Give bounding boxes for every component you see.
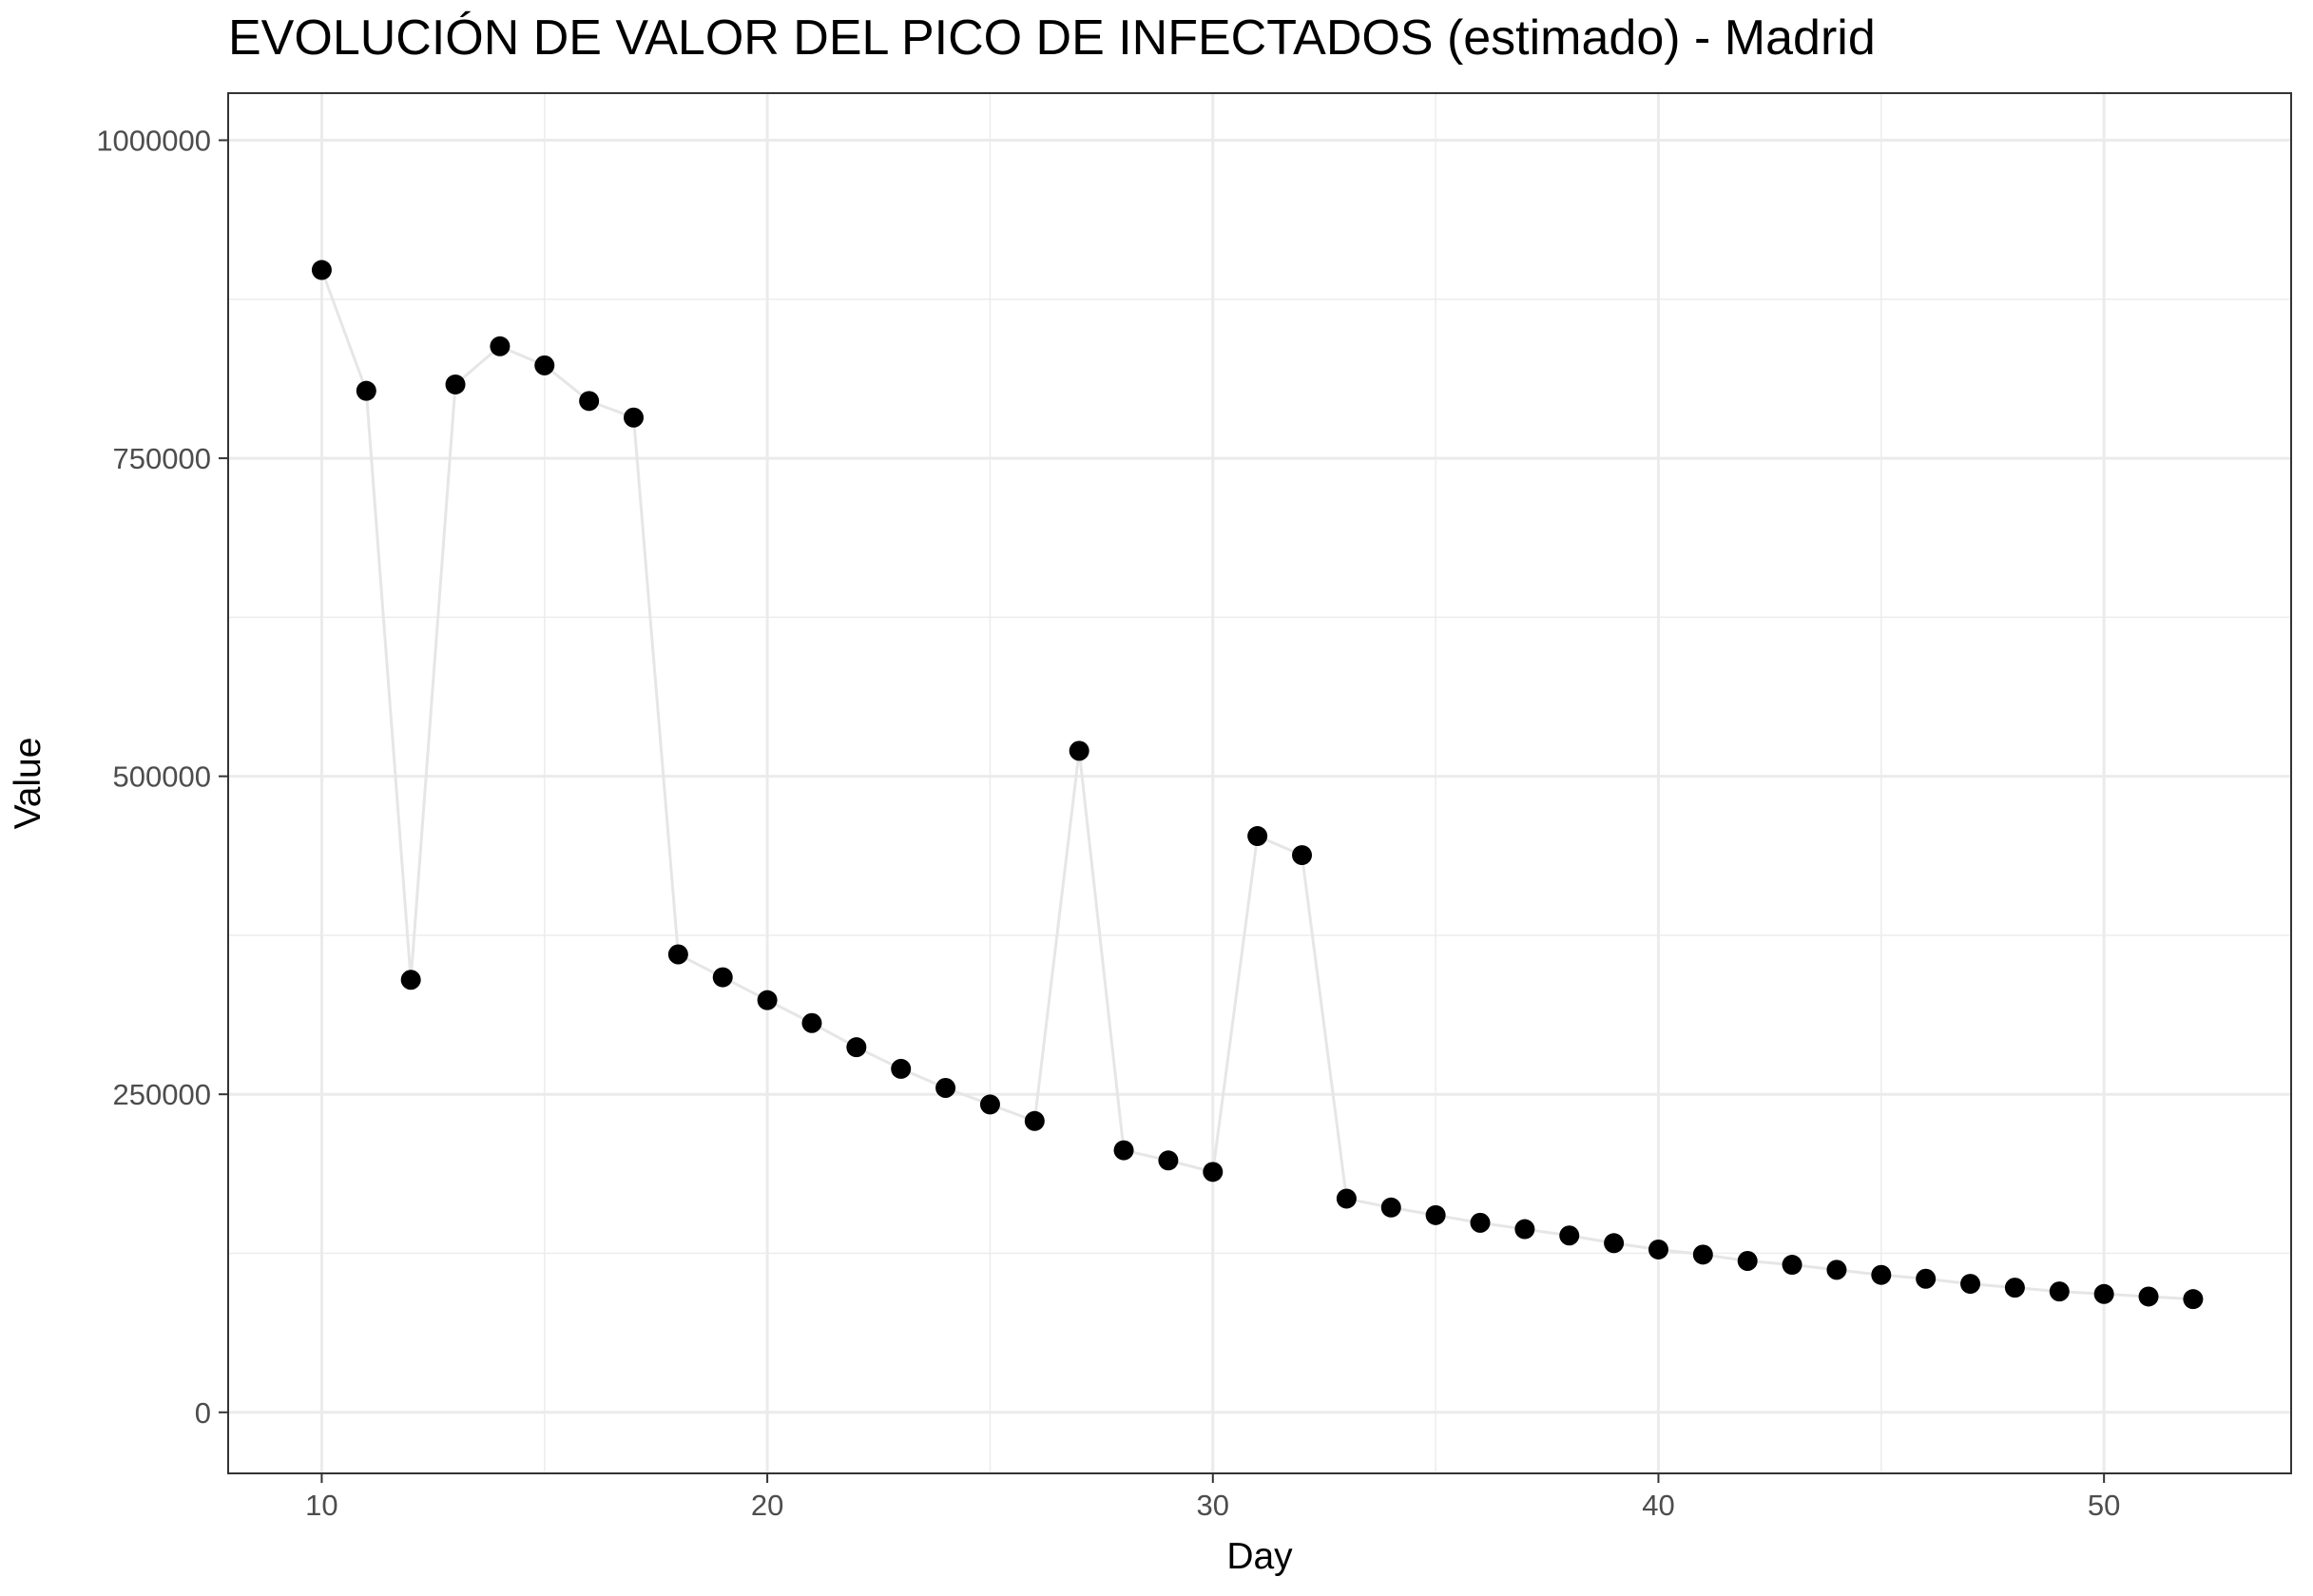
data-point [1737, 1251, 1758, 1272]
x-tick-label: 20 [751, 1489, 783, 1522]
x-tick-label: 40 [1642, 1489, 1674, 1522]
data-point [1960, 1274, 1981, 1295]
y-tick-label: 250000 [113, 1078, 211, 1111]
data-point [2183, 1289, 2204, 1310]
data-point [2138, 1286, 2159, 1307]
series-line [320, 269, 2193, 1301]
data-point [1158, 1150, 1179, 1171]
data-point [490, 336, 511, 356]
data-point [624, 407, 645, 428]
y-axis-title: Value [8, 738, 48, 830]
data-point [356, 380, 376, 401]
data-point [891, 1058, 912, 1079]
data-point [534, 355, 555, 375]
data-point [445, 374, 466, 394]
data-point [2093, 1283, 2114, 1304]
data-point [1024, 1110, 1045, 1131]
minor-grid [228, 93, 2291, 1473]
data-point [1604, 1233, 1625, 1254]
x-tick-label: 30 [1197, 1489, 1229, 1522]
data-point [667, 944, 688, 965]
data-point [1292, 845, 1313, 866]
major-grid [228, 93, 2291, 1473]
data-point [1425, 1204, 1446, 1225]
x-axis-title: Day [1226, 1536, 1293, 1577]
data-point [1514, 1219, 1535, 1240]
data-point [400, 970, 421, 990]
y-axis: 0 250000 500000 750000 1000000 [96, 125, 228, 1430]
data-point [311, 260, 332, 280]
data-point [1871, 1264, 1892, 1285]
y-tick-label: 0 [195, 1396, 211, 1430]
panel-border [227, 92, 2292, 1474]
data-point [757, 990, 778, 1010]
data-point [1380, 1197, 1401, 1218]
data-point [1826, 1259, 1847, 1280]
x-tick-label: 50 [2088, 1489, 2120, 1522]
data-point [1782, 1255, 1802, 1276]
data-point [979, 1094, 1000, 1115]
data-point [1470, 1212, 1491, 1233]
data-point [1559, 1225, 1580, 1246]
data-point [1113, 1140, 1134, 1161]
data-point [712, 967, 733, 988]
chart-title: EVOLUCIÓN DE VALOR DEL PICO DE INFECTADO… [228, 10, 1876, 66]
data-point [1203, 1162, 1224, 1183]
x-axis: 10 20 30 40 50 [305, 1473, 2120, 1522]
data-point [2004, 1278, 2025, 1298]
y-tick-label: 1000000 [96, 125, 211, 158]
y-tick-label: 750000 [113, 442, 211, 475]
data-point [1247, 826, 1268, 847]
series-connector [320, 269, 2193, 1301]
data-point [1336, 1188, 1357, 1209]
y-tick-label: 500000 [113, 760, 211, 794]
data-point [935, 1078, 956, 1099]
data-point [579, 391, 600, 412]
data-point [2049, 1281, 2070, 1302]
x-tick-label: 10 [305, 1489, 337, 1522]
data-point [1692, 1244, 1713, 1265]
data-point [1916, 1268, 1937, 1289]
data-point [846, 1037, 867, 1058]
data-point [1069, 740, 1089, 761]
data-point [1648, 1239, 1668, 1259]
series-points [311, 260, 2204, 1310]
data-point [801, 1012, 822, 1033]
